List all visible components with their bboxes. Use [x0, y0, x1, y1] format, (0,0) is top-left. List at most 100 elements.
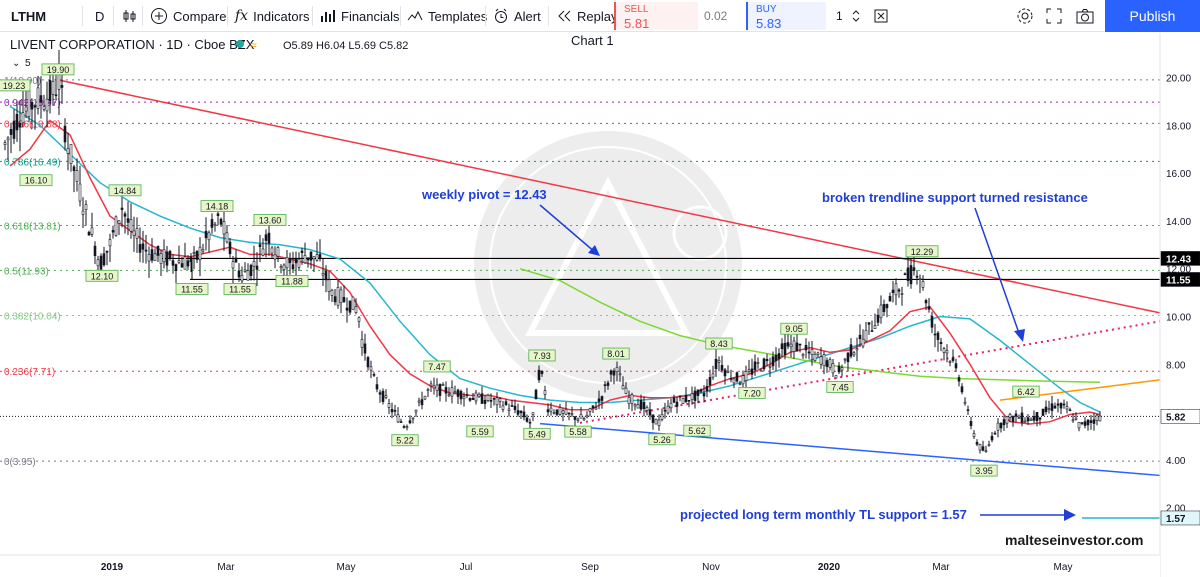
candle-body — [486, 394, 490, 401]
sell-button[interactable]: SELL 5.81 — [614, 2, 698, 31]
candle-body — [159, 253, 163, 264]
swing-label: 6.42 — [1017, 387, 1035, 397]
candle-body — [1029, 418, 1033, 421]
publish-button[interactable]: Publish — [1105, 0, 1200, 32]
buy-price: 5.83 — [756, 16, 782, 31]
time-axis[interactable] — [0, 555, 1160, 577]
settings-button[interactable] — [1016, 0, 1034, 32]
swing-label-box — [705, 337, 733, 350]
candle-body — [822, 354, 826, 367]
candle-body — [225, 232, 229, 243]
candle-body — [315, 254, 319, 261]
price-chart[interactable]: 1(19.90)0.942(18.97)0.886(18.08)0.786(16… — [0, 33, 1200, 577]
candle-body — [291, 264, 295, 270]
candle-body — [363, 343, 367, 354]
price-axis[interactable] — [1160, 33, 1200, 577]
candle-body — [534, 389, 538, 400]
wave-icon: ≈ — [250, 38, 257, 52]
candle-body — [924, 300, 928, 304]
interval-button[interactable]: D — [95, 0, 104, 32]
candle-body — [606, 382, 610, 386]
candle-body — [336, 287, 340, 306]
indicator-visibility-toggle[interactable]: ⌄ 5 — [12, 58, 31, 69]
candle-body — [648, 409, 652, 416]
candle-body — [69, 144, 73, 164]
candle-body — [735, 372, 739, 382]
replay-button[interactable]: Replay — [556, 0, 617, 32]
candle-body — [96, 259, 100, 267]
candle-body — [186, 260, 190, 267]
candle-body — [72, 166, 76, 172]
candle-body — [741, 375, 745, 385]
candle-body — [270, 247, 274, 254]
templates-button[interactable]: Templates — [407, 0, 487, 32]
quantity-input[interactable]: 1 — [836, 9, 843, 23]
camera-icon — [1076, 9, 1094, 24]
candle-body — [123, 213, 127, 217]
candle-body — [198, 246, 202, 261]
candle-body — [279, 266, 283, 269]
swing-label-box — [275, 275, 309, 287]
swing-label: 13.60 — [259, 215, 282, 225]
candle-body — [1011, 416, 1015, 422]
interval-label: D — [95, 8, 105, 24]
candle-body — [1047, 408, 1051, 410]
candle-body — [66, 147, 70, 154]
time-tick-label: 2019 — [101, 562, 124, 573]
close-trading-button[interactable] — [874, 0, 888, 32]
buy-button[interactable]: BUY 5.83 — [746, 2, 826, 31]
candle-body — [246, 270, 250, 281]
candle-body — [825, 360, 829, 367]
candle-body — [273, 254, 277, 260]
candle-body — [810, 349, 814, 355]
price-marker-box — [1160, 272, 1200, 287]
screenshot-button[interactable] — [1076, 0, 1094, 32]
candle-body — [249, 264, 253, 276]
candle-body — [468, 398, 472, 401]
candle-body — [786, 342, 790, 347]
candle-body — [441, 384, 445, 386]
candle-body — [264, 234, 268, 241]
close-icon — [874, 9, 888, 23]
candle-body — [1035, 412, 1039, 422]
candle-body — [1044, 406, 1048, 413]
candle-body — [324, 270, 328, 281]
swing-label-box — [683, 424, 711, 437]
candle-body — [36, 87, 40, 109]
candle-body — [795, 342, 799, 352]
chart-style-button[interactable] — [122, 0, 138, 32]
fullscreen-button[interactable] — [1046, 0, 1062, 32]
candle-body — [723, 369, 727, 377]
financials-button[interactable]: Financials — [320, 0, 400, 32]
candle-body — [495, 397, 499, 406]
candle-body — [321, 273, 325, 276]
swing-label-box — [253, 214, 287, 226]
candle-body — [405, 426, 409, 428]
fib-level-label: 0.382(10.04) — [4, 312, 61, 323]
symbol-search[interactable]: LTHM — [5, 3, 80, 29]
price-marker-label: 1.57 — [1166, 514, 1186, 525]
indicators-icon: fx — [235, 8, 249, 24]
candle-body — [969, 421, 973, 426]
candle-body — [927, 306, 931, 310]
candle-body — [702, 392, 706, 397]
candle-body — [804, 344, 808, 351]
swing-label: 16.10 — [25, 176, 48, 186]
quantity-stepper[interactable] — [851, 0, 861, 32]
downtrend-resistance-line — [57, 79, 1161, 314]
price-tick-label: 20.00 — [1166, 74, 1191, 85]
candle-body — [603, 384, 607, 386]
compare-button[interactable]: Compare — [150, 0, 226, 32]
candle-body — [21, 112, 25, 124]
candle-body — [1026, 417, 1030, 422]
candle-body — [192, 252, 196, 254]
indicators-button[interactable]: fx Indicators — [235, 0, 309, 32]
price-tick-label: 16.00 — [1166, 169, 1191, 180]
candle-body — [327, 279, 331, 292]
toolbar-divider — [485, 6, 486, 26]
candle-body — [342, 297, 346, 302]
candle-body — [1086, 419, 1090, 426]
candle-body — [42, 106, 46, 110]
candle-body — [912, 267, 916, 271]
alert-button[interactable]: Alert — [493, 0, 541, 32]
